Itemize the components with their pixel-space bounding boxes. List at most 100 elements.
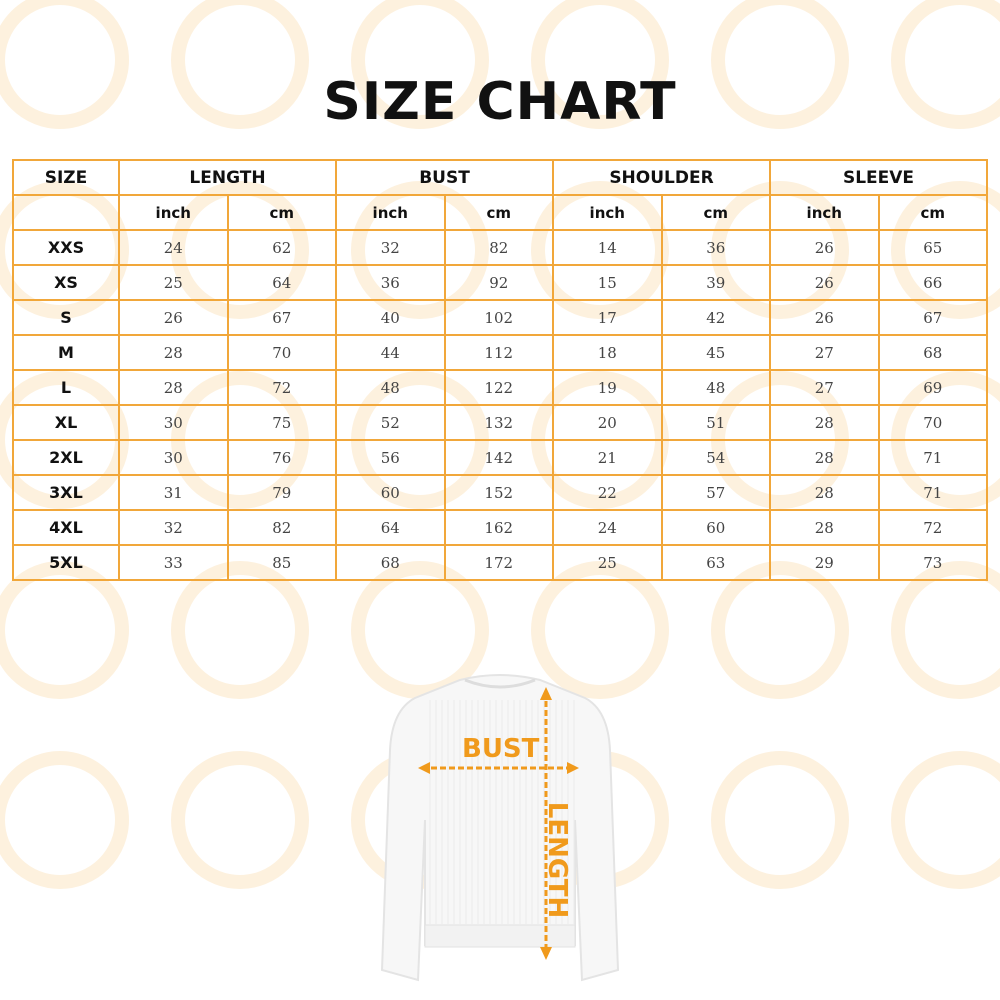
unit-row: inch cm inch cm inch cm inch cm <box>12 194 988 231</box>
size-cell: XL <box>12 404 120 441</box>
value-cell: 19 <box>552 369 663 406</box>
group-header: SLEEVE <box>769 159 988 196</box>
unit-header: inch <box>552 194 663 231</box>
value-cell: 28 <box>769 404 880 441</box>
value-cell: 36 <box>335 264 446 301</box>
value-cell: 60 <box>660 509 771 546</box>
watermark-logo <box>0 561 129 699</box>
value-cell: 33 <box>118 544 229 581</box>
value-cell: 132 <box>443 404 554 441</box>
watermark-logo <box>891 0 1000 129</box>
value-cell: 75 <box>226 404 337 441</box>
size-cell: 2XL <box>12 439 120 476</box>
value-cell: 31 <box>118 474 229 511</box>
value-cell: 70 <box>226 334 337 371</box>
value-cell: 142 <box>443 439 554 476</box>
value-cell: 48 <box>660 369 771 406</box>
value-cell: 26 <box>769 299 880 336</box>
group-header: BUST <box>335 159 554 196</box>
value-cell: 26 <box>769 229 880 266</box>
value-cell: 17 <box>552 299 663 336</box>
table-row: 5XL 33 85 68 172 25 63 29 73 <box>12 544 988 581</box>
value-cell: 66 <box>877 264 988 301</box>
value-cell: 71 <box>877 474 988 511</box>
watermark-logo <box>171 0 309 129</box>
value-cell: 28 <box>769 474 880 511</box>
value-cell: 102 <box>443 299 554 336</box>
value-cell: 48 <box>335 369 446 406</box>
unit-header: inch <box>118 194 229 231</box>
value-cell: 172 <box>443 544 554 581</box>
unit-header: inch <box>335 194 446 231</box>
table-row: S 26 67 40 102 17 42 26 67 <box>12 299 988 336</box>
page-title: SIZE CHART <box>323 72 677 132</box>
value-cell: 62 <box>226 229 337 266</box>
value-cell: 32 <box>118 509 229 546</box>
watermark-logo <box>711 751 849 889</box>
watermark-logo <box>0 751 129 889</box>
value-cell: 20 <box>552 404 663 441</box>
value-cell: 22 <box>552 474 663 511</box>
table-row: M 28 70 44 112 18 45 27 68 <box>12 334 988 371</box>
value-cell: 73 <box>877 544 988 581</box>
value-cell: 45 <box>660 334 771 371</box>
group-header: LENGTH <box>118 159 337 196</box>
bust-label: BUST <box>462 734 540 764</box>
size-cell: M <box>12 334 120 371</box>
value-cell: 76 <box>226 439 337 476</box>
watermark-logo <box>891 561 1000 699</box>
value-cell: 15 <box>552 264 663 301</box>
value-cell: 30 <box>118 404 229 441</box>
value-cell: 14 <box>552 229 663 266</box>
value-cell: 72 <box>226 369 337 406</box>
value-cell: 51 <box>660 404 771 441</box>
value-cell: 25 <box>118 264 229 301</box>
sweater-illustration <box>380 674 620 982</box>
value-cell: 40 <box>335 299 446 336</box>
value-cell: 36 <box>660 229 771 266</box>
watermark-logo <box>891 751 1000 889</box>
value-cell: 72 <box>877 509 988 546</box>
table-row: L 28 72 48 122 19 48 27 69 <box>12 369 988 406</box>
unit-header: cm <box>226 194 337 231</box>
unit-header: cm <box>443 194 554 231</box>
value-cell: 26 <box>118 299 229 336</box>
table-row: XS 25 64 36 92 15 39 26 66 <box>12 264 988 301</box>
size-cell: XS <box>12 264 120 301</box>
value-cell: 64 <box>226 264 337 301</box>
value-cell: 30 <box>118 439 229 476</box>
watermark-logo <box>711 561 849 699</box>
value-cell: 57 <box>660 474 771 511</box>
value-cell: 28 <box>769 439 880 476</box>
watermark-logo <box>171 561 309 699</box>
length-label: LENGTH <box>542 801 572 919</box>
value-cell: 63 <box>660 544 771 581</box>
size-cell: 5XL <box>12 544 120 581</box>
watermark-logo <box>531 0 669 129</box>
value-cell: 68 <box>877 334 988 371</box>
value-cell: 39 <box>660 264 771 301</box>
value-cell: 28 <box>769 509 880 546</box>
value-cell: 54 <box>660 439 771 476</box>
value-cell: 162 <box>443 509 554 546</box>
empty-cell <box>12 194 120 231</box>
value-cell: 67 <box>877 299 988 336</box>
value-cell: 67 <box>226 299 337 336</box>
table-row: 3XL 31 79 60 152 22 57 28 71 <box>12 474 988 511</box>
group-header: SHOULDER <box>552 159 771 196</box>
value-cell: 85 <box>226 544 337 581</box>
value-cell: 25 <box>552 544 663 581</box>
size-header: SIZE <box>12 159 120 196</box>
table-row: XXS 24 62 32 82 14 36 26 65 <box>12 229 988 266</box>
value-cell: 68 <box>335 544 446 581</box>
size-table: SIZE LENGTH BUST SHOULDER SLEEVE inch cm inch cm… <box>12 159 988 581</box>
size-cell: XXS <box>12 229 120 266</box>
value-cell: 28 <box>118 334 229 371</box>
value-cell: 42 <box>660 299 771 336</box>
value-cell: 112 <box>443 334 554 371</box>
size-cell: 4XL <box>12 509 120 546</box>
value-cell: 64 <box>335 509 446 546</box>
table-row: 2XL 30 76 56 142 21 54 28 71 <box>12 439 988 476</box>
table-row: XL 30 75 52 132 20 51 28 70 <box>12 404 988 441</box>
value-cell: 70 <box>877 404 988 441</box>
